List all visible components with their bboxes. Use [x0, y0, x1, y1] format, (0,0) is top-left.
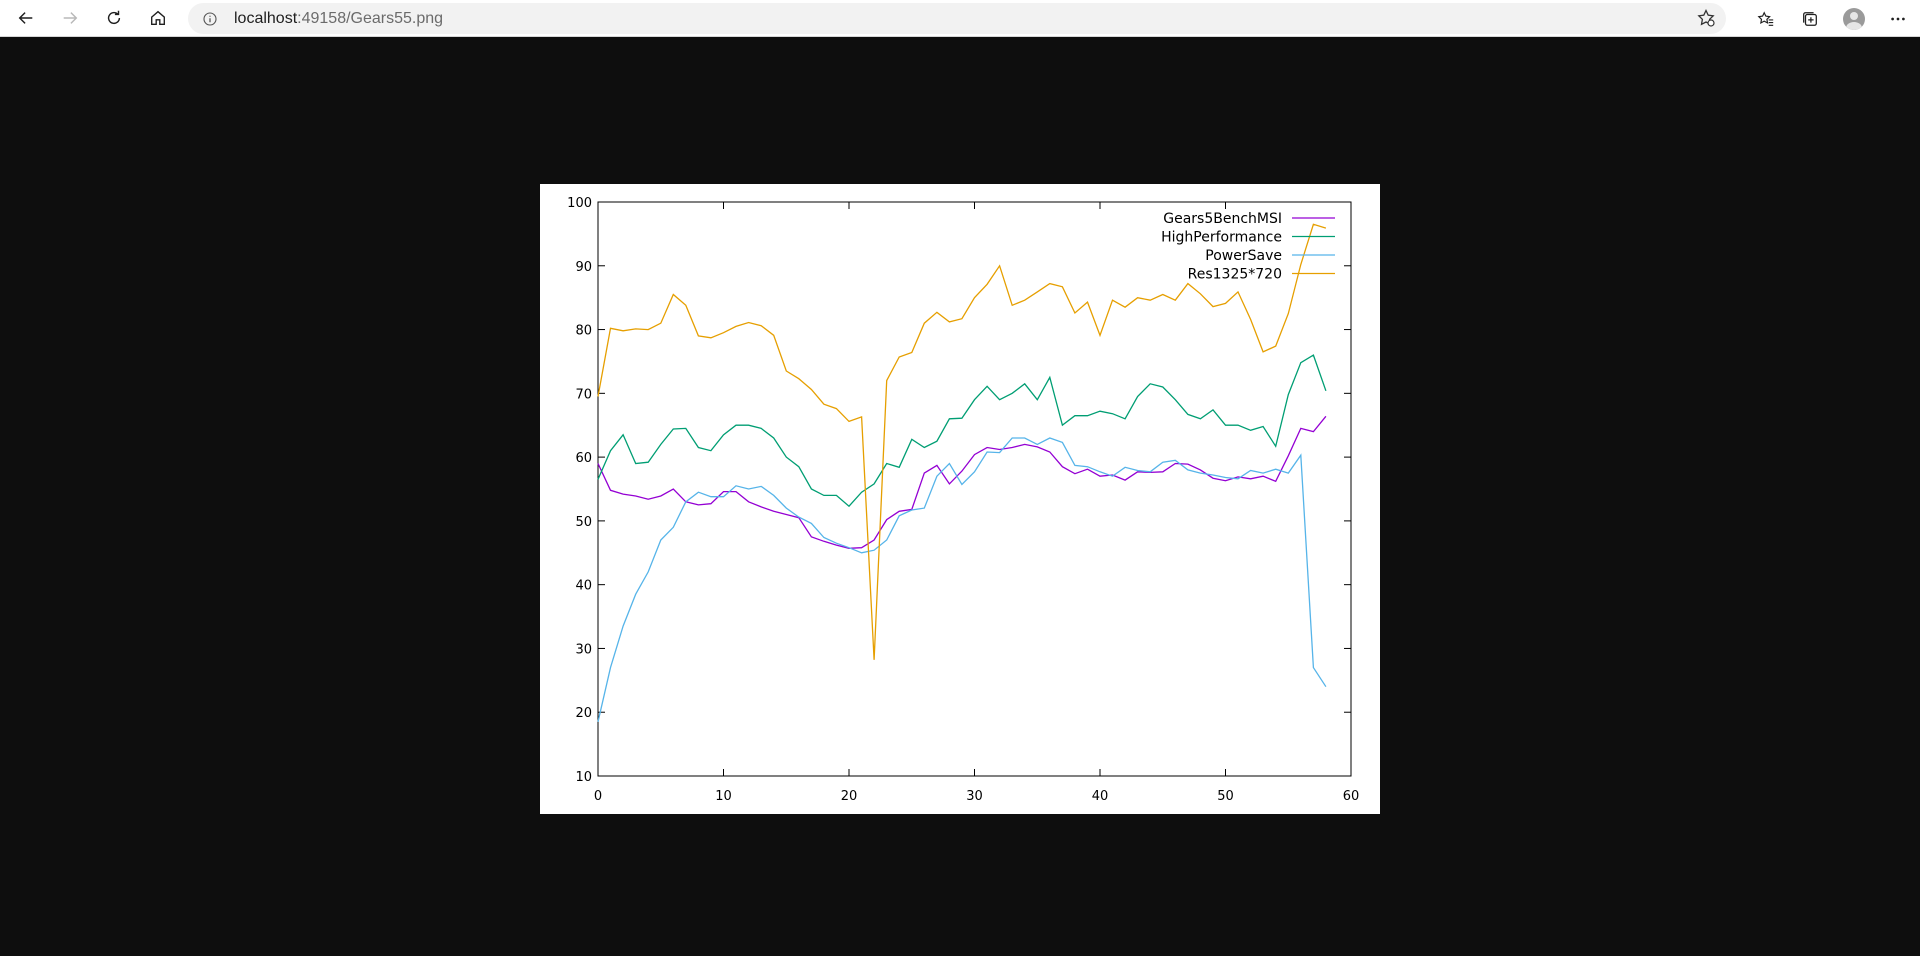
chart-image: 10 20 30 40 50 60 70 80 90 100 0 10 20 30 40 50 60 Gears…	[540, 184, 1380, 814]
x-tick-label: 30	[966, 789, 983, 804]
collections-button[interactable]	[1788, 1, 1832, 37]
legend-label: Gears5BenchMSI	[1163, 211, 1282, 227]
x-tick-label: 0	[594, 789, 602, 804]
home-button[interactable]	[140, 0, 176, 36]
plot-frame	[597, 201, 1352, 777]
y-tick-label: 30	[575, 642, 592, 657]
toolbar-right	[1744, 0, 1920, 37]
forward-icon	[63, 12, 78, 24]
refresh-button[interactable]	[96, 0, 132, 36]
legend-label: Res1325*720	[1188, 267, 1282, 283]
url-host: localhost	[234, 9, 298, 27]
collections-icon	[1803, 11, 1817, 26]
series-lines	[597, 223, 1327, 722]
back-button[interactable]	[8, 0, 44, 36]
y-tick-label: 90	[575, 260, 592, 275]
back-icon	[18, 12, 33, 24]
x-tick-label: 10	[715, 789, 732, 804]
y-tick-label: 100	[567, 196, 592, 211]
legend-label: PowerSave	[1205, 248, 1282, 264]
forward-button[interactable]	[52, 0, 88, 36]
favorite-add-icon[interactable]	[1696, 8, 1716, 28]
y-tick-label: 20	[575, 706, 592, 721]
address-bar[interactable]: localhost:49158/Gears55.png	[188, 3, 1726, 34]
x-tick-label: 60	[1343, 789, 1360, 804]
profile-button[interactable]	[1832, 1, 1876, 37]
series-line-gears5benchmsi	[597, 415, 1327, 549]
refresh-icon	[107, 10, 121, 25]
y-tick-label: 80	[575, 324, 592, 339]
y-tick-label: 60	[575, 451, 592, 466]
y-tick-label: 70	[575, 387, 592, 402]
y-tick-label: 50	[575, 515, 592, 530]
browser-toolbar: localhost:49158/Gears55.png	[0, 0, 1920, 37]
favorites-button[interactable]	[1744, 1, 1788, 37]
y-tick-label: 40	[575, 579, 592, 594]
series-line-res1325-720	[597, 223, 1327, 660]
more-icon	[1891, 17, 1905, 20]
home-icon	[151, 10, 165, 25]
info-icon[interactable]	[202, 11, 218, 27]
legend-label: HighPerformance	[1161, 230, 1282, 246]
more-button[interactable]	[1876, 1, 1920, 37]
x-tick-label: 20	[841, 789, 858, 804]
y-tick-label: 10	[575, 770, 592, 785]
favorites-icon	[1757, 10, 1774, 26]
legend: Gears5BenchMSI HighPerformance PowerSave Re…	[1161, 211, 1335, 283]
x-tick-label: 50	[1217, 789, 1234, 804]
profile-icon	[1843, 7, 1865, 30]
series-line-highperformance	[597, 354, 1327, 508]
x-tick-label: 40	[1092, 789, 1109, 804]
url-text[interactable]: localhost:49158/Gears55.png	[234, 10, 443, 28]
url-path: :49158/Gears55.png	[297, 9, 444, 27]
series-line-powersave	[597, 437, 1327, 722]
